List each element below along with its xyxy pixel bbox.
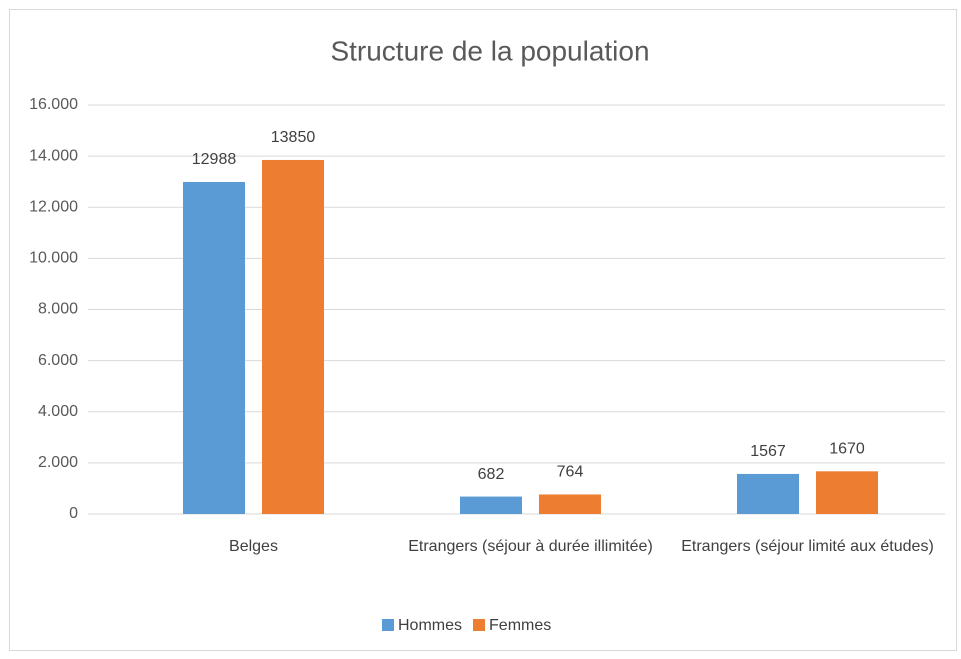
y-tick-label: 4.000 <box>38 403 78 420</box>
x-tick-label: Etrangers (séjour limité aux études) <box>681 538 934 555</box>
bar <box>737 473 799 514</box>
legend-label: Hommes <box>398 617 462 634</box>
data-label: 1670 <box>829 441 865 458</box>
bar <box>539 494 601 514</box>
legend-label: Femmes <box>489 617 551 634</box>
y-tick-label: 2.000 <box>38 454 78 471</box>
bar <box>460 496 522 514</box>
y-tick-label: 12.000 <box>29 198 78 215</box>
data-label: 1567 <box>750 443 786 460</box>
y-tick-label: 14.000 <box>29 147 78 164</box>
y-tick-label: 10.000 <box>29 250 78 267</box>
data-label: 13850 <box>271 129 316 146</box>
legend-swatch <box>473 619 486 631</box>
y-tick-label: 8.000 <box>38 301 78 318</box>
data-label: 682 <box>478 466 505 483</box>
x-tick-label: Etrangers (séjour à durée illimitée) <box>408 538 653 555</box>
bar <box>262 159 324 514</box>
y-tick-label: 16.000 <box>29 96 78 113</box>
chart-title: Structure de la population <box>330 35 649 66</box>
data-label: 764 <box>557 464 584 481</box>
y-tick-label: 0 <box>69 505 78 522</box>
data-label: 12988 <box>192 151 237 168</box>
legend-swatch <box>382 619 394 631</box>
x-tick-label: Belges <box>229 538 278 555</box>
y-tick-label: 6.000 <box>38 352 78 369</box>
bar <box>183 181 245 514</box>
bar <box>816 471 878 514</box>
chart-border <box>9 9 957 651</box>
